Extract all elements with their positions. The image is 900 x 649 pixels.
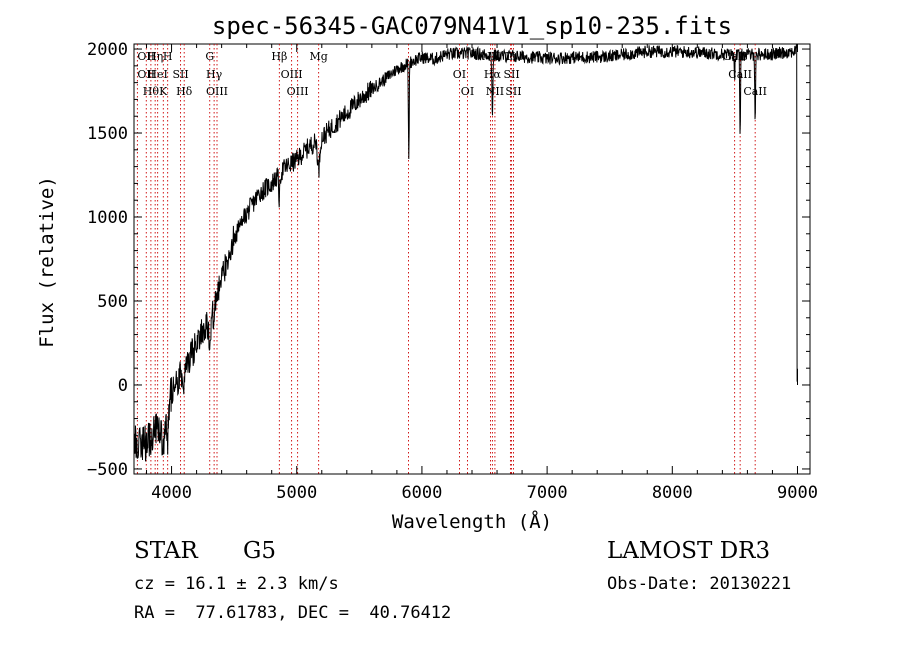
line-marker-label: K — [159, 85, 168, 98]
x-axis-label: Wavelength (Å) — [392, 510, 552, 533]
line-marker-label: NII — [486, 85, 504, 98]
axis-ticks — [134, 44, 810, 474]
redshift-label: cz = 16.1 ± 2.3 km/s — [134, 574, 339, 594]
line-marker-label: SII — [172, 68, 188, 81]
line-marker-label: Hδ — [176, 85, 193, 98]
line-marker-label: OIII — [287, 85, 309, 98]
line-marker-label: Hγ — [206, 68, 223, 81]
line-marker-label: Mg — [309, 50, 327, 63]
line-marker-label: CaII — [728, 68, 752, 81]
line-marker-label: Hθ — [143, 85, 160, 98]
survey-name: LAMOST DR3 — [607, 538, 771, 564]
line-marker-label: OIII — [281, 68, 303, 81]
y-tick-label: 2000 — [87, 40, 128, 60]
x-tick-label: 6000 — [401, 483, 442, 503]
line-marker-labels: OII OII Hθ Hη HeI K H SII Hδ G Hγ OIII Hβ OIII OIII Mg O… — [137, 50, 767, 98]
line-marker-label: SII — [505, 85, 521, 98]
plot-frame — [133, 43, 811, 475]
y-tick-label: 500 — [97, 292, 128, 312]
line-marker-label: OI — [461, 85, 474, 98]
y-tick-label: 1500 — [87, 124, 128, 144]
x-tick-label: 8000 — [652, 483, 693, 503]
line-marker-label: OI — [453, 68, 466, 81]
line-marker-label: Hβ — [271, 50, 287, 63]
object-class: STAR — [134, 538, 198, 564]
line-marker-label: G — [205, 50, 214, 63]
x-tick-label: 7000 — [527, 483, 568, 503]
spectrum-line — [134, 44, 798, 462]
line-marker-label: OII — [137, 68, 155, 81]
line-marker-label: Hη — [147, 50, 163, 63]
object-subclass: G5 — [243, 538, 277, 564]
y-tick-label: 1000 — [87, 208, 128, 228]
x-tick-label: 5000 — [276, 483, 317, 503]
chart-title: spec-56345-GAC079N41V1_sp10-235.fits — [212, 12, 732, 40]
y-tick-label: 0 — [118, 376, 128, 396]
line-marker-label: H — [163, 50, 173, 63]
line-marker-label: OIII — [206, 85, 228, 98]
x-tick-label: 4000 — [151, 483, 192, 503]
y-tick-label: −500 — [87, 460, 128, 480]
line-marker-label: SII — [503, 68, 519, 81]
x-tick-label: 9000 — [777, 483, 818, 503]
axis-tick-labels: 4000 5000 6000 7000 8000 9000 −500 0 500 1000 1500… — [87, 40, 818, 503]
y-axis-label: Flux (relative) — [36, 176, 58, 348]
obs-date-label: Obs-Date: 20130221 — [607, 574, 792, 594]
line-marker-label: HeI — [147, 68, 167, 81]
coordinates-label: RA = 77.61783, DEC = 40.76412 — [134, 603, 452, 623]
line-marker-label: OII — [137, 50, 155, 63]
